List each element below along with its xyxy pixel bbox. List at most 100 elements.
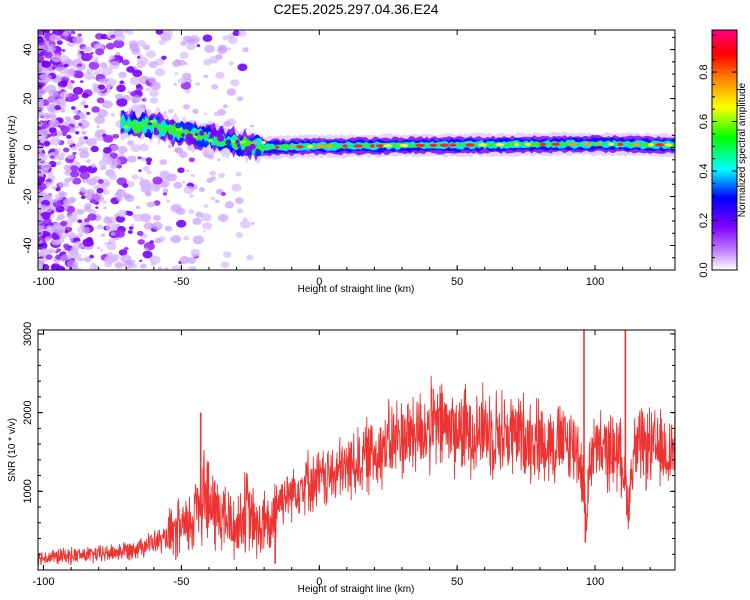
spectrogram-noise-blob (217, 46, 228, 55)
spectrogram-noise-blob (183, 185, 195, 194)
spectrogram-noise-blob (162, 188, 169, 193)
spectrogram-noise-blob (149, 89, 159, 97)
spectrogram-noise-blob (145, 87, 151, 92)
spectrogram-peak-spot (478, 143, 487, 147)
spectrogram-noise-blob (157, 266, 163, 270)
spectrogram-noise-blob (127, 155, 137, 163)
spectrogram-noise-blob (59, 220, 68, 227)
spectrogram-ridge-blob (187, 137, 195, 144)
spectrogram-noise-blob (181, 72, 192, 81)
spectrogram-noise-blob (139, 259, 143, 263)
spectrogram-noise-blob (173, 181, 183, 189)
spectrogram-noise-blob (91, 106, 100, 113)
spectrogram-noise-blob (51, 237, 62, 246)
spectrogram-noise-blob (188, 209, 195, 214)
snr-y-tick-label: 2000 (22, 400, 34, 424)
spectrogram-peak-spot (275, 145, 280, 149)
spectrogram-noise-blob (110, 232, 116, 236)
spectrogram-noise-blob (64, 246, 70, 251)
spectrogram-noise-blob (84, 203, 92, 209)
spectrogram-noise-blob (82, 238, 94, 247)
spectrogram-ridge-blob (146, 129, 151, 133)
spectrogram-noise-blob (143, 222, 154, 230)
chart-title: C2E5.2025.297.04.36.E24 (273, 1, 438, 17)
spectrogram-x-tick-label: -50 (173, 276, 189, 288)
spectrogram-noise-blob (149, 240, 154, 244)
spectrogram-noise-blob (145, 157, 153, 163)
spectrogram-noise-blob (38, 139, 41, 143)
spectrogram-noise-blob (109, 55, 116, 60)
spectrogram-noise-blob (76, 232, 84, 238)
spectrogram-ridge-blob (186, 122, 194, 130)
spectrogram-noise-blob (70, 170, 80, 178)
snr-x-axis-label: Height of straight line (km) (298, 584, 415, 595)
spectrogram-noise-blob (251, 222, 255, 225)
spectrogram-noise-blob (162, 192, 168, 196)
spectrogram-noise-blob (43, 140, 51, 147)
spectrogram-noise-blob (38, 126, 42, 131)
spectrogram-ridge-blob (247, 151, 252, 156)
spectrogram-noise-blob (152, 176, 163, 185)
colorbar-ticks: 0.0 0.2 0.4 0.6 0.8 (698, 29, 738, 278)
spectrogram-noise-blob (100, 33, 108, 40)
snr-x-tick-label: 100 (586, 576, 604, 588)
spectrogram-noise-blob (101, 233, 106, 237)
spectrogram-noise-blob (133, 213, 144, 222)
spectrogram-noise-blob (38, 132, 47, 140)
spectrogram-noise-blob (41, 60, 52, 68)
spectrogram-noise-blob (38, 152, 44, 156)
spectrogram-noise-blob (74, 144, 80, 148)
spectrogram-ridge-blob (149, 115, 153, 120)
spectrogram-noise-blob (110, 34, 116, 39)
spectrogram-noise-blob (238, 30, 247, 37)
spectrogram-noise-blob (231, 183, 242, 192)
spectrogram-noise-blob (58, 157, 63, 161)
spectrogram-noise-blob (104, 181, 110, 187)
spectrogram-peak-spot (261, 141, 266, 145)
spectrogram-noise-blob (49, 113, 57, 120)
spectrogram-peak-spot (539, 142, 547, 146)
spectrogram-noise-blob (71, 218, 77, 223)
spectrogram-noise-blob (186, 169, 190, 173)
snr-frame (37, 329, 676, 571)
spectrogram-noise-blob (95, 48, 105, 56)
spectrogram-noise-blob (101, 100, 113, 109)
spectrogram-noise-blob (83, 218, 90, 223)
spectrogram-x-axis-label: Height of straight line (km) (298, 284, 415, 295)
spectrogram-noise-blob (136, 97, 143, 102)
spectrogram-ridge-blob (236, 143, 241, 148)
spectrogram-noise-blob (131, 263, 138, 269)
spectrogram-noise-blob (78, 123, 83, 127)
spectrogram-noise-blob (91, 82, 98, 88)
spectrogram-peak-spot (449, 143, 457, 147)
spectrogram-noise-blob (192, 217, 202, 225)
spectrogram-noise-blob (72, 86, 84, 95)
spectrogram-noise-blob (70, 165, 79, 172)
spectrogram-noise-blob (85, 159, 92, 164)
spectrogram-noise-blob (114, 93, 123, 100)
spectrogram-noise-blob (77, 208, 85, 215)
spectrogram-noise-blob (121, 59, 130, 66)
spectrogram-noise-blob (80, 195, 86, 200)
spectrogram-noise-blob (123, 247, 129, 251)
spectrogram-noise-blob (137, 156, 142, 160)
spectrogram-noise-blob (116, 196, 123, 202)
spectrogram-noise-blob (220, 261, 230, 269)
spectrogram-noise-blob (155, 30, 164, 35)
spectrogram-noise-blob (99, 248, 104, 252)
spectrogram-noise-blob (130, 144, 141, 153)
spectrogram-noise-blob (38, 56, 42, 62)
spectrogram-noise-blob (99, 165, 107, 171)
spectrogram-noise-blob (38, 88, 47, 95)
spectrogram-peak-spot (353, 144, 363, 148)
spectrogram-noise-blob (115, 215, 126, 223)
spectrogram-noise-blob (108, 173, 118, 181)
spectrogram-noise-blob (214, 199, 220, 204)
spectrogram-noise-blob (161, 30, 173, 38)
spectrogram-noise-blob (234, 197, 244, 205)
spectrogram-noise-blob (90, 145, 99, 153)
spectrogram-noise-blob (54, 148, 61, 153)
spectrogram-noise-blob (140, 263, 147, 269)
spectrogram-noise-blob (204, 44, 215, 53)
